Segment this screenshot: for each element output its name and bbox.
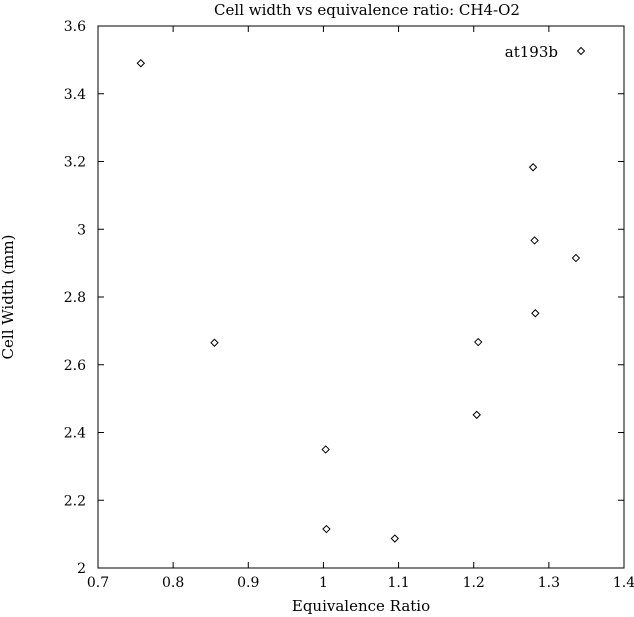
legend-label: at193b [505, 43, 558, 61]
data-point [321, 445, 330, 454]
y-tick-label: 2.4 [64, 426, 86, 442]
y-tick-label: 3.2 [64, 155, 86, 171]
plot-frame [97, 25, 625, 569]
y-tick-label: 2.2 [64, 493, 86, 509]
y-axis-label: Cell Width (mm) [0, 235, 17, 360]
x-tick-label: 0.8 [162, 575, 184, 591]
data-points [136, 59, 581, 543]
x-tick-label: 1 [319, 575, 328, 591]
x-tick-label: 1.4 [613, 575, 634, 591]
data-point [390, 534, 400, 543]
data-point [530, 236, 539, 245]
x-tick-label: 1.3 [538, 575, 560, 591]
x-tick-label: 1.1 [387, 575, 409, 591]
plot-border [97, 25, 625, 569]
x-axis-label: Equivalence Ratio [292, 597, 430, 615]
y-tick-label: 3.4 [64, 87, 86, 103]
data-point [472, 410, 481, 420]
y-tick-label: 2 [77, 561, 86, 577]
x-tick-label: 1.2 [463, 575, 485, 591]
chart-title: Cell width vs equivalence ratio: CH4-O2 [214, 1, 520, 19]
data-point [136, 59, 146, 68]
legend-marker [576, 46, 586, 56]
y-tick-label: 2.6 [64, 358, 86, 374]
y-tick-label: 3.6 [64, 19, 86, 35]
x-axis: 0.7 0.8 0.9 1 1.1 1.2 1.3 1.4 [87, 26, 634, 591]
x-tick-label: 0.9 [237, 575, 259, 591]
y-tick-label: 2.8 [64, 290, 86, 306]
y-axis: 2 2.2 2.4 2.6 2.8 3 3.2 3.4 3.6 [64, 19, 624, 577]
data-point [531, 309, 540, 318]
data-point [474, 337, 483, 347]
data-point [571, 253, 581, 263]
data-point [210, 338, 219, 347]
data-point [322, 524, 331, 534]
x-tick-label: 0.7 [87, 575, 109, 591]
data-point [528, 163, 538, 172]
legend: at193b [505, 43, 586, 61]
y-tick-label: 3 [77, 222, 86, 238]
